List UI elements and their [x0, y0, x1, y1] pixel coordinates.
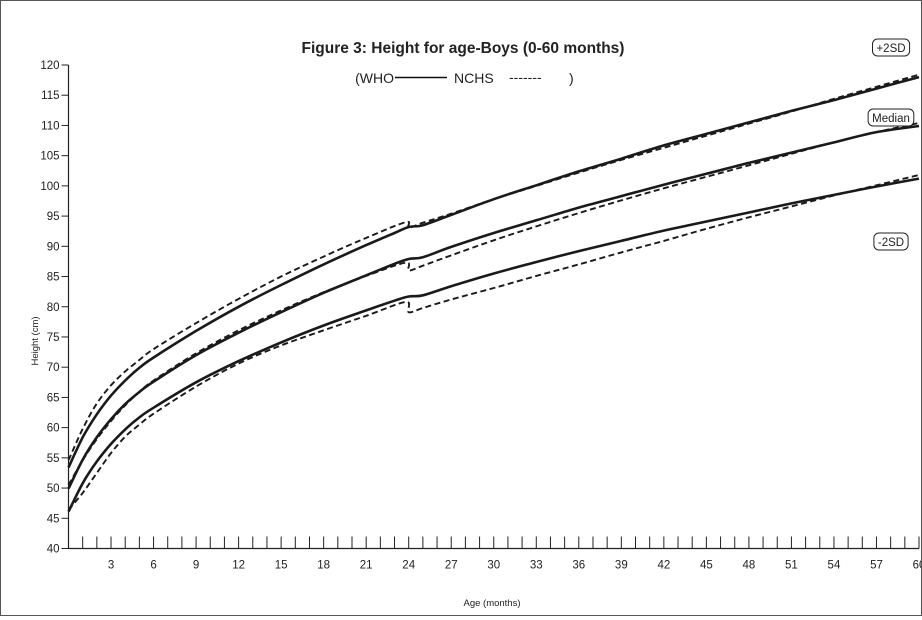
y-tick-label: 120 — [40, 60, 59, 72]
y-tick-label: 85 — [47, 272, 60, 284]
x-tick-label: 45 — [700, 560, 713, 572]
x-tick-label: 51 — [785, 560, 798, 572]
x-tick-label: 18 — [317, 560, 330, 572]
plus2sd-label: +2SD — [872, 38, 911, 57]
x-tick-label: 39 — [615, 560, 628, 572]
nchs-plus2sd-line — [67, 73, 920, 461]
x-tick-label: 48 — [743, 560, 756, 572]
x-tick-label: 15 — [275, 560, 288, 572]
nchs-median-line — [67, 122, 920, 486]
y-tick-label: 100 — [40, 181, 59, 193]
y-tick-label: 70 — [47, 362, 60, 374]
y-tick-label: 115 — [41, 90, 59, 102]
nchs-minus2sd-line — [67, 174, 920, 511]
curve-labels: +2SD Median -2SD — [867, 38, 915, 251]
y-tick-label: 110 — [41, 120, 59, 132]
x-axis-label: Age (months) — [463, 598, 520, 609]
x-tick-label: 33 — [530, 560, 543, 572]
minus2sd-label-text: -2SD — [878, 237, 904, 249]
legend-close-paren: ) — [569, 70, 574, 86]
plus2sd-label-text: +2SD — [876, 43, 905, 55]
plus2sd-label-box — [872, 38, 911, 57]
y-tick-label: 45 — [47, 513, 60, 525]
x-tick-label: 54 — [828, 560, 841, 572]
y-tick-label: 75 — [47, 332, 60, 344]
median-label-box — [867, 108, 915, 127]
x-tick-label: 42 — [657, 560, 670, 572]
chart-title: Figure 3: Height for age-Boys (0-60 mont… — [302, 40, 625, 57]
minus2sd-label-box — [873, 232, 909, 251]
y-tick-label: 60 — [47, 423, 60, 435]
who-median-line — [67, 124, 920, 490]
y-tick-label: 65 — [47, 392, 60, 404]
axes: 40 45 50 55 60 65 70 75 80 85 90 95 100 105 110 115 120 3… — [40, 60, 922, 572]
y-tick-label: 40 — [47, 544, 60, 556]
data-series — [67, 73, 920, 513]
who-plus2sd-line — [67, 75, 920, 469]
y-axis-label: Height (cm) — [30, 316, 41, 365]
x-tick-label: 24 — [402, 560, 415, 572]
minus2sd-label: -2SD — [873, 232, 909, 251]
y-tick-label: 95 — [47, 211, 60, 223]
legend-nchs-label: NCHS — [454, 70, 494, 86]
y-tick-label: 90 — [47, 241, 60, 253]
legend-nchs-dashes: ------- — [509, 69, 542, 85]
median-label: Median — [867, 108, 915, 127]
y-tick-label: 55 — [47, 453, 60, 465]
x-tick-label: 57 — [870, 560, 883, 572]
x-tick-label: 21 — [360, 560, 373, 572]
x-tick-label: 6 — [150, 560, 156, 572]
x-tick-label: 30 — [487, 560, 500, 572]
y-tick-label: 50 — [47, 483, 60, 495]
x-tick-label: 12 — [232, 560, 245, 572]
x-tick-label: 27 — [445, 560, 458, 572]
y-tick-label: 105 — [40, 151, 59, 163]
y-tick-label: 80 — [47, 302, 60, 314]
x-tick-label: 3 — [108, 560, 114, 572]
legend-who-label: (WHO — [355, 70, 394, 86]
x-tick-label: 60 — [913, 560, 921, 572]
x-tick-label: 36 — [572, 560, 585, 572]
median-label-text: Median — [872, 113, 910, 125]
legend: (WHO NCHS ------- ) — [355, 69, 574, 86]
who-minus2sd-line — [67, 177, 920, 513]
x-tick-label: 9 — [193, 560, 199, 572]
